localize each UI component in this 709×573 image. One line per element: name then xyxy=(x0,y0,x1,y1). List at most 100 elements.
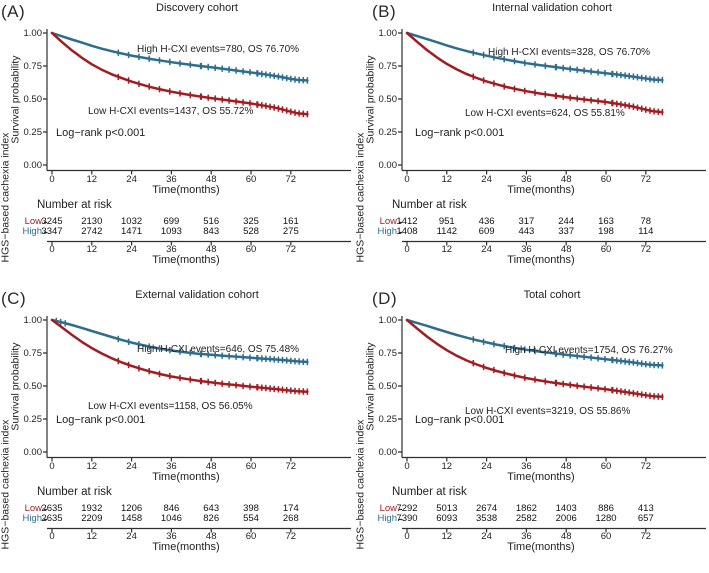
panel-total-cohort: (D) Total cohort Survival probability HG… xyxy=(355,287,709,573)
x-tick-label: 12 xyxy=(86,461,98,472)
x-tick-label: 0 xyxy=(49,461,55,472)
time-axis-label: Time(months) xyxy=(507,471,575,483)
risk-time-axis-label: Time(months) xyxy=(152,254,220,266)
y-tick-label: 0.75 xyxy=(23,60,43,72)
x-tick-label: 36 xyxy=(521,461,532,472)
risk-x-tick-label: 24 xyxy=(126,244,137,255)
y-tick-label: 0.50 xyxy=(378,380,398,392)
risk-x-tick-label: 0 xyxy=(49,531,55,542)
x-tick-label: 0 xyxy=(404,174,410,185)
risk-x-tick-label: 12 xyxy=(441,244,453,255)
km-plot-svg xyxy=(43,316,351,533)
panel-title: Internal validation cohort xyxy=(492,2,612,14)
risk-count-high: 3538 xyxy=(476,513,498,524)
time-axis-label: Time(months) xyxy=(507,184,575,196)
y-tick-label: 1.00 xyxy=(378,314,398,326)
risk-x-tick-label: 48 xyxy=(560,244,572,255)
y-tick-label: 0.50 xyxy=(23,93,43,105)
panel-title: Discovery cohort xyxy=(156,2,238,14)
x-tick-label: 24 xyxy=(481,174,492,185)
risk-x-tick-label: 60 xyxy=(600,244,612,255)
high-curve-annotation: High H-CXI events=328, OS 76.70% xyxy=(488,47,651,58)
km-curve-high xyxy=(50,31,309,82)
panel-title: External validation cohort xyxy=(135,289,259,301)
y-tick-label: 1.00 xyxy=(23,27,43,39)
risk-row-label-low: Low xyxy=(24,503,42,514)
high-curve-annotation: High H-CXI events=646, OS 75.48% xyxy=(137,344,300,355)
x-tick-label: 12 xyxy=(441,174,453,185)
x-tick-label: 24 xyxy=(481,461,492,472)
risk-count-high: 554 xyxy=(243,513,259,524)
axis-lines xyxy=(398,29,706,246)
high-curve-annotation: High H-CXI events=1754, OS 76.27% xyxy=(505,345,673,356)
panel-letter: (B) xyxy=(372,2,397,21)
low-curve-annotation: Low H-CXI events=3219, OS 55.86% xyxy=(465,406,631,417)
risk-count-high: 6093 xyxy=(436,513,458,524)
risk-count-low: 78 xyxy=(640,216,652,227)
risk-row-label-low: Low xyxy=(24,216,42,227)
risk-x-tick-label: 72 xyxy=(640,531,652,542)
risk-time-axis-label: Time(months) xyxy=(507,254,575,266)
risk-count-high: 528 xyxy=(243,226,259,237)
risk-count-high: 1471 xyxy=(121,226,143,237)
x-tick-label: 60 xyxy=(600,461,612,472)
risk-time-axis-label: Time(months) xyxy=(152,541,220,553)
x-tick-label: 36 xyxy=(166,174,177,185)
risk-count-high: 3347 xyxy=(41,226,63,237)
low-curve-annotation: Low H-CXI events=1437, OS 55.72% xyxy=(88,106,254,117)
risk-count-high: 275 xyxy=(282,226,299,237)
risk-count-low: 398 xyxy=(243,503,259,514)
y-tick-label: 0.00 xyxy=(23,159,43,171)
risk-count-low: 951 xyxy=(438,216,455,227)
risk-count-low: 1206 xyxy=(121,503,143,514)
x-tick-label: 48 xyxy=(205,174,217,185)
risk-x-tick-label: 60 xyxy=(245,531,257,542)
risk-count-high: 2635 xyxy=(41,513,63,524)
x-tick-label: 48 xyxy=(205,461,217,472)
risk-row-label-high: High xyxy=(377,226,397,237)
risk-count-low: 1412 xyxy=(396,216,418,227)
y-tick-label: 0.00 xyxy=(378,159,398,171)
risk-count-high: 1046 xyxy=(160,513,182,524)
x-tick-label: 12 xyxy=(86,174,98,185)
risk-count-low: 699 xyxy=(163,216,180,227)
logrank-annotation: Log−rank p<0.001 xyxy=(415,414,505,426)
panel-internal-validation-cohort: (B) Internal validation cohort Survival … xyxy=(355,0,709,286)
risk-x-tick-label: 24 xyxy=(481,244,492,255)
risk-count-high: 337 xyxy=(558,226,575,237)
risk-row-label-low: Low xyxy=(379,503,397,514)
risk-count-low: 1032 xyxy=(121,216,143,227)
censor-marks-high xyxy=(55,317,309,366)
x-tick-label: 24 xyxy=(126,174,137,185)
number-at-risk-heading: Number at risk xyxy=(392,486,467,498)
number-at-risk-heading: Number at risk xyxy=(37,199,112,211)
x-tick-label: 12 xyxy=(441,461,453,472)
risk-count-high: 609 xyxy=(478,226,495,237)
km-curve-high xyxy=(50,318,309,364)
censor-marks-high xyxy=(472,49,664,84)
x-tick-label: 0 xyxy=(404,461,410,472)
km-plot-svg xyxy=(43,29,351,246)
x-tick-label: 72 xyxy=(640,174,652,185)
risk-x-tick-label: 36 xyxy=(166,531,177,542)
km-plot-svg xyxy=(398,316,706,533)
risk-row-label-high: High xyxy=(22,513,42,524)
risk-count-high: 198 xyxy=(598,226,614,237)
risk-x-tick-label: 0 xyxy=(49,244,55,255)
risk-x-tick-label: 36 xyxy=(166,244,177,255)
risk-x-tick-label: 72 xyxy=(285,531,297,542)
panel-title: Total cohort xyxy=(523,289,581,301)
x-tick-label: 36 xyxy=(166,461,177,472)
risk-x-tick-label: 0 xyxy=(404,244,410,255)
low-curve-annotation: Low H-CXI events=1158, OS 56.05% xyxy=(88,401,253,412)
risk-count-low: 846 xyxy=(163,503,180,514)
y-tick-label: 0.25 xyxy=(378,413,398,425)
panel-external-validation-cohort: (C) External validation cohort Survival … xyxy=(0,287,354,573)
risk-count-low: 5013 xyxy=(436,503,458,514)
logrank-annotation: Log−rank p<0.001 xyxy=(415,127,505,139)
panel-discovery-cohort: (A) Discovery cohort Survival probabilit… xyxy=(0,0,354,286)
risk-x-tick-label: 24 xyxy=(126,531,137,542)
risk-count-low: 2130 xyxy=(81,216,103,227)
risk-count-high: 657 xyxy=(637,513,654,524)
panel-letter: (A) xyxy=(1,2,26,21)
